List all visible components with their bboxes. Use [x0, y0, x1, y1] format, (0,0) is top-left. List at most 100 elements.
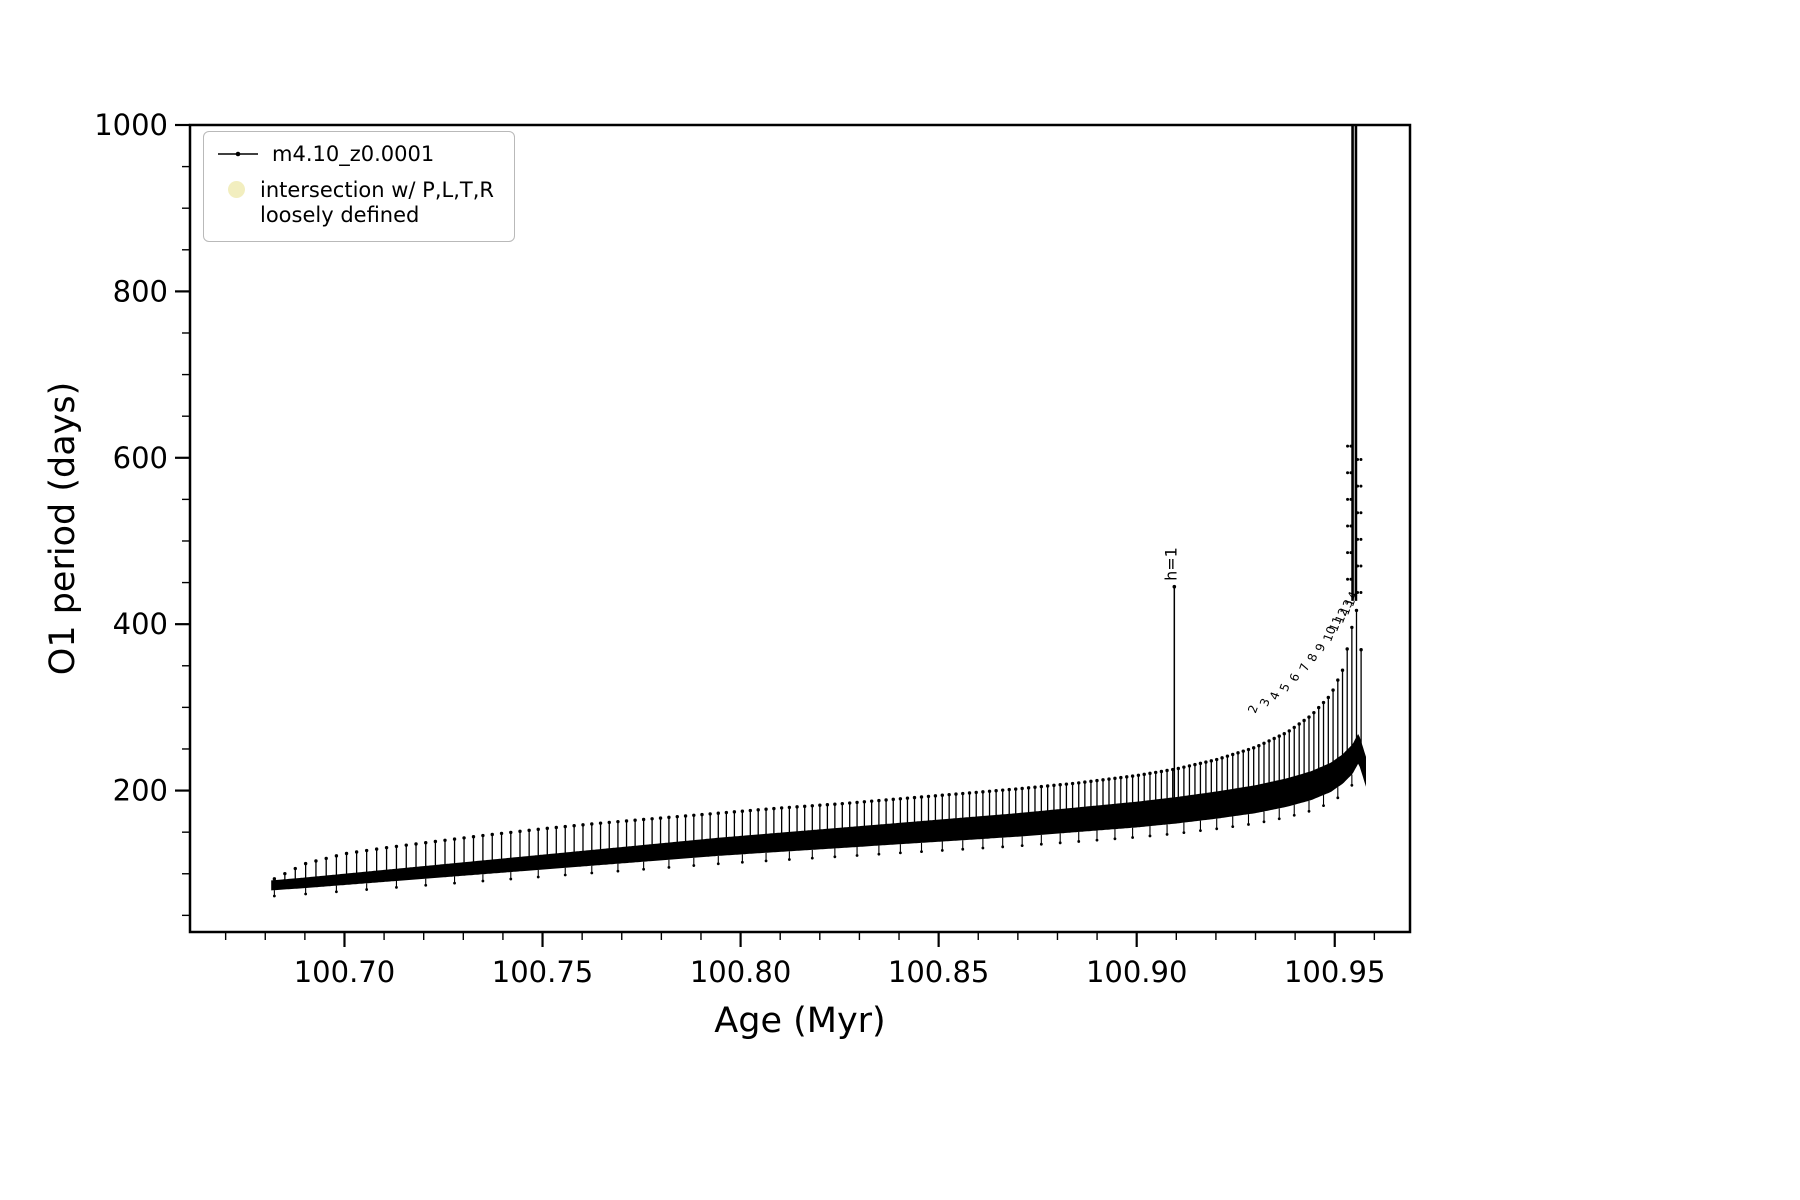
series-marker	[840, 801, 845, 806]
series-marker	[974, 790, 978, 795]
series-marker	[1262, 820, 1266, 824]
series-marker	[1349, 471, 1353, 475]
series-marker	[1209, 759, 1214, 763]
series-marker	[810, 856, 814, 860]
series-marker	[1154, 770, 1158, 775]
series-marker	[1182, 831, 1186, 834]
series-marker	[424, 883, 428, 887]
series-marker	[869, 799, 874, 803]
annotation-12: 12	[1332, 606, 1350, 625]
series-marker	[1349, 551, 1353, 555]
series-marker	[810, 804, 815, 808]
series-marker	[1346, 551, 1350, 555]
series-marker	[1014, 787, 1018, 791]
series-marker	[855, 800, 859, 805]
series-marker	[716, 811, 720, 815]
annotation-2: 2	[1245, 703, 1261, 715]
series-marker	[452, 837, 457, 841]
series-marker	[855, 854, 859, 857]
series-band	[271, 734, 1367, 891]
series-marker	[1349, 524, 1353, 528]
series-marker	[1176, 766, 1181, 771]
legend-label-series: m4.10_z0.0001	[272, 142, 435, 166]
series-marker	[1064, 782, 1069, 786]
series-marker	[1058, 841, 1062, 845]
series-marker	[787, 805, 792, 810]
series-marker	[905, 796, 910, 800]
series-marker	[1331, 688, 1335, 692]
series-marker	[563, 873, 567, 877]
series-marker	[764, 859, 768, 863]
series-marker	[272, 877, 277, 881]
series-marker	[1336, 796, 1340, 800]
series-marker	[954, 792, 958, 796]
annotation-5: 5	[1277, 681, 1293, 693]
series-marker	[1125, 775, 1129, 779]
series-marker	[1215, 757, 1219, 762]
series-marker	[833, 802, 837, 806]
series-marker	[1282, 732, 1286, 736]
series-marker	[898, 797, 903, 801]
series-marker	[787, 858, 791, 861]
series-marker	[1159, 769, 1164, 774]
series-marker	[1292, 725, 1296, 730]
series-marker	[453, 881, 456, 885]
series-marker	[518, 829, 522, 834]
series-marker	[1113, 837, 1117, 841]
series-marker	[365, 888, 369, 891]
series-marker	[1317, 705, 1321, 710]
series-marker	[1359, 484, 1363, 488]
series-marker	[1241, 749, 1245, 753]
series-marker	[764, 807, 768, 811]
series-marker	[1359, 591, 1363, 595]
series-marker	[987, 789, 992, 793]
series-marker	[334, 854, 339, 858]
series-marker	[1171, 767, 1175, 772]
series-marker	[314, 859, 318, 863]
y-axis-label: O1 period (days)	[43, 382, 83, 675]
annotation-4: 4	[1267, 690, 1283, 702]
series-marker	[981, 846, 985, 850]
legend-label-intersection-line1: intersection w/ P,L,T,R	[260, 177, 494, 202]
series-marker	[803, 804, 807, 809]
series-marker	[658, 816, 663, 820]
series-marker	[1307, 715, 1311, 719]
series-marker	[994, 789, 998, 793]
series-marker	[675, 814, 679, 819]
series-marker	[1359, 511, 1363, 515]
series-marker	[912, 795, 917, 800]
series-marker	[947, 792, 951, 797]
series-marker	[933, 794, 938, 798]
series-marker	[795, 805, 799, 809]
series-marker	[283, 871, 287, 876]
series-marker	[1165, 768, 1169, 773]
x-tick-label: 100.90	[1086, 955, 1187, 989]
y-tick-label: 200	[113, 774, 168, 808]
series-marker	[554, 825, 558, 830]
series-marker	[1142, 772, 1146, 777]
series-marker	[891, 797, 895, 802]
series-marker	[1346, 524, 1350, 528]
x-axis-label: Age (Myr)	[714, 1001, 885, 1041]
series-marker	[967, 791, 972, 795]
series-marker	[1262, 741, 1266, 746]
series-marker	[1359, 537, 1363, 541]
series-marker	[1165, 832, 1169, 836]
series-marker	[961, 791, 965, 796]
series-marker	[1307, 809, 1311, 813]
legend-entry-intersection: intersection w/ P,L,T,R loosely defined	[216, 178, 494, 229]
series-marker	[1251, 746, 1256, 750]
series-marker	[1095, 778, 1099, 783]
series-marker	[303, 861, 308, 866]
series-marker	[1354, 608, 1359, 613]
series-marker	[1136, 773, 1141, 778]
series-marker	[981, 790, 985, 794]
x-tick-label: 100.75	[492, 955, 593, 989]
series-marker	[1359, 457, 1363, 461]
annotation-h-1: h=1	[1161, 547, 1180, 581]
series-marker	[590, 822, 594, 826]
series-marker	[940, 793, 945, 797]
series-marker	[384, 845, 389, 850]
series-marker	[708, 812, 712, 816]
